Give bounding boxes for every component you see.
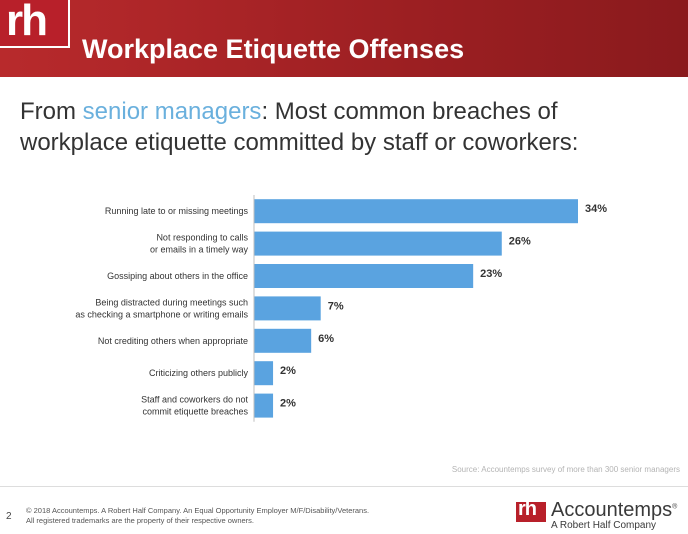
brand-registered-mark: ®: [672, 503, 678, 511]
page-number: 2: [6, 511, 12, 522]
bar-3: [254, 264, 474, 288]
rh-logo: rh: [0, 0, 70, 48]
bar-1: [254, 199, 578, 224]
category-label-5: Not crediting others when appropriate: [98, 336, 248, 346]
subtitle-before: From: [20, 98, 83, 125]
category-label-4: Being distracted during meetings such as …: [75, 297, 248, 319]
rh-logo-text: rh: [6, 0, 48, 45]
copyright-line-2: All registered trademarks are the proper…: [26, 516, 255, 525]
slide-title: Workplace Etiquette Offenses: [82, 34, 465, 64]
category-label-6: Criticizing others publicly: [149, 368, 249, 378]
category-label-1: Running late to or missing meetings: [105, 206, 249, 216]
bar-7: [254, 393, 274, 418]
brand-name: Accountemps®: [551, 499, 677, 522]
value-label-6: 2%: [280, 365, 296, 377]
footer-divider: [0, 486, 688, 487]
value-label-7: 2%: [280, 398, 296, 410]
value-label-4: 7%: [328, 300, 344, 312]
header-banner: rh Workplace Etiquette Offenses: [0, 0, 688, 77]
brand-badge-text: rh: [518, 498, 537, 520]
value-label-2: 26%: [509, 236, 531, 248]
value-label-3: 23%: [480, 268, 502, 280]
subtitle-after: : Most common breaches of workplace etiq…: [20, 98, 579, 156]
subtitle: From senior managers: Most common breach…: [20, 96, 670, 158]
brand-name-text: Accountemps: [551, 499, 673, 521]
category-label-3: Gossiping about others in the office: [107, 271, 248, 281]
value-label-1: 34%: [585, 203, 607, 215]
category-label-2: Not responding to calls or emails in a ti…: [150, 233, 249, 255]
bar-5: [254, 328, 312, 353]
bar-4: [254, 296, 321, 321]
bar-6: [254, 361, 274, 386]
category-label-7: Staff and coworkers do not commit etiquet…: [141, 395, 248, 417]
brand-badge: rh: [516, 498, 546, 522]
bar-chart: 34% Running late to or missing meetings 26…: [75, 195, 607, 422]
source-note: Source: Accountemps survey of more than …: [451, 465, 680, 474]
bar-2: [254, 231, 502, 256]
brand-subtitle: A Robert Half Company: [551, 520, 657, 531]
copyright-line-1: © 2018 Accountemps. A Robert Half Compan…: [26, 506, 370, 515]
subtitle-highlight: senior managers: [82, 98, 262, 125]
value-label-5: 6%: [318, 333, 334, 345]
copyright-text: © 2018 Accountemps. A Robert Half Compan…: [26, 506, 369, 526]
